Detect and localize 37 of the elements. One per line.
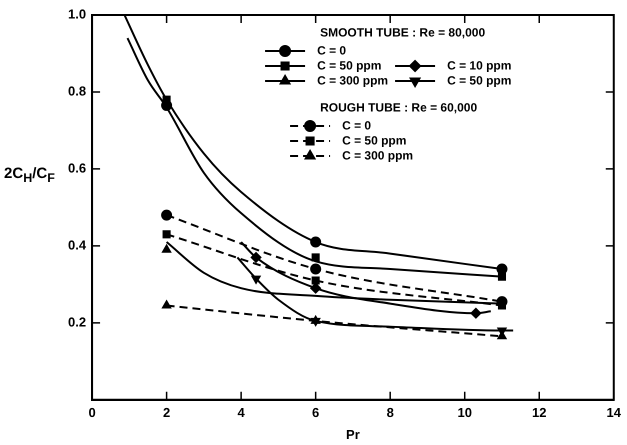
annotation: ROUGH TUBE : Re = 60,000 [320, 100, 478, 114]
x-tick-label: 6 [312, 405, 320, 420]
point [312, 276, 320, 285]
y-tick-label: 1.0 [68, 6, 86, 22]
y-tick-label: 0.6 [68, 160, 86, 176]
point [162, 244, 172, 253]
legend-label: C = 0 [342, 118, 372, 132]
point [470, 308, 482, 319]
point [162, 230, 171, 238]
x-axis-title: Pr [346, 426, 360, 442]
point [250, 252, 262, 263]
x-tick-label: 4 [238, 405, 246, 420]
x-tick-label: 8 [386, 405, 394, 420]
y-tick-label: 0.4 [68, 237, 87, 252]
legend-label: C = 50 ppm [342, 133, 406, 148]
x-tick-label: 2 [162, 405, 170, 420]
point [310, 236, 322, 248]
point [496, 263, 508, 274]
legend-label: C = 300 ppm [342, 148, 414, 162]
legend-label: C = 10 ppm [447, 58, 512, 72]
point [310, 263, 322, 274]
x-tick-label: 12 [532, 405, 546, 420]
point [162, 300, 172, 309]
x-tick-label: 0 [88, 405, 96, 420]
legend-label: C = 300 ppm [317, 73, 388, 88]
y-tick-label: 0.8 [68, 84, 86, 99]
y-tick-label: 0.2 [68, 314, 86, 330]
x-tick-label: 14 [606, 405, 622, 420]
point [161, 210, 172, 221]
legend-label: C = 0 [317, 43, 346, 58]
point [310, 318, 320, 326]
point [312, 253, 320, 262]
legend-label: C = 50 ppm [447, 73, 512, 88]
y-axis-title: 2C$_{H}$/C$_{F}$ [4, 165, 55, 185]
x-tick-label: 10 [457, 405, 472, 420]
legend-label: C = 50 ppm [317, 58, 382, 72]
annotation: SMOOTH TUBE : Re = 80,000 [320, 25, 486, 40]
